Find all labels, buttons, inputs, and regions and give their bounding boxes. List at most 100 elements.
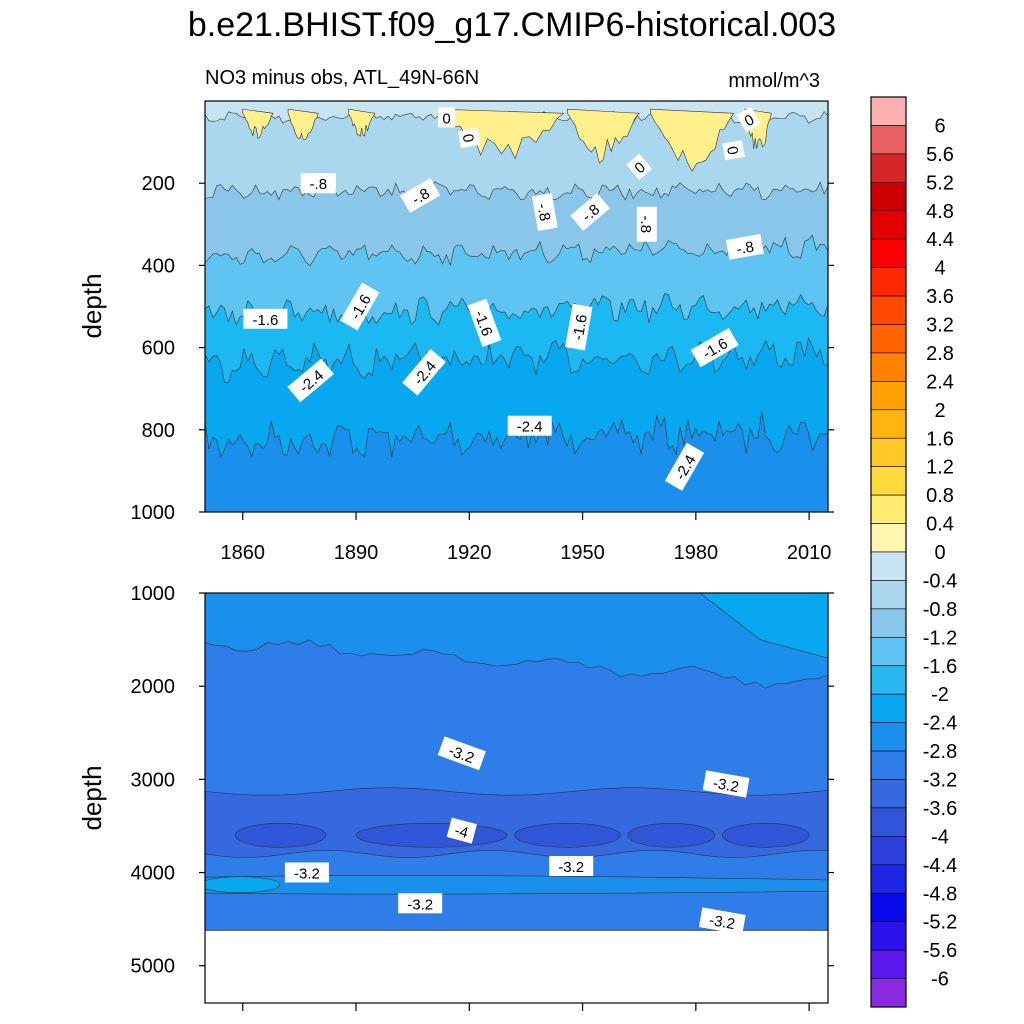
contour-label-box [531, 193, 558, 231]
colorbar-frame [870, 96, 907, 1008]
colorbar-label: 5.2 [926, 172, 954, 194]
bottom-contour-blob [205, 876, 281, 893]
top-x-axis: 1860 1890 1920 1950 1980 2010 [221, 512, 832, 564]
colorbar-label: 3.2 [926, 315, 954, 337]
colorbar-swatch [870, 437, 907, 467]
top-panel-units: mmol/m^3 [728, 70, 820, 92]
colorbar-label: -3.6 [923, 798, 957, 820]
contour-label-box [698, 907, 746, 935]
colorbar-label: -4 [931, 826, 949, 848]
colorbar-swatch [870, 523, 907, 553]
colorbar-label: 5.6 [926, 144, 954, 166]
contour-label: -3.2 [549, 856, 594, 876]
contour-label: -.8 [531, 193, 558, 231]
colorbar-label: -4.8 [923, 883, 957, 905]
colorbar-label: -2 [931, 684, 949, 706]
colorbar-label: 4.4 [926, 229, 954, 251]
contour-label-box [736, 106, 762, 133]
contour-label-text: -4 [453, 822, 470, 842]
colorbar-swatch [870, 978, 907, 1008]
colorbar-swatch [870, 409, 907, 439]
contour-label: 0 [457, 127, 481, 149]
top-contour-field [205, 101, 828, 512]
colorbar-label: -0.4 [923, 570, 957, 592]
top-positive-region [287, 108, 319, 141]
colorbar-label: 0 [934, 542, 945, 564]
contour-label-box [300, 173, 336, 194]
top-y-tick-label: 800 [142, 420, 175, 442]
bottom-y-tick-label: 4000 [131, 863, 176, 885]
colorbar-label: 0.4 [926, 514, 954, 536]
figure-title: b.e21.BHIST.f09_g17.CMIP6-historical.003 [188, 6, 836, 44]
top-x-tick-label: 1950 [560, 542, 605, 564]
contour-label-text: -.8 [409, 185, 433, 208]
contour-label: -.8 [300, 173, 336, 194]
top-x-tick-label: 1890 [334, 542, 379, 564]
colorbar-label: -2.8 [923, 741, 957, 763]
contour-label-box [626, 153, 653, 180]
bottom-missing-region [205, 930, 828, 1003]
colorbar-swatch [870, 949, 907, 979]
bottom-y-tick-label: 3000 [131, 769, 176, 791]
colorbar-label: 6 [934, 115, 945, 137]
contour-label-box [549, 856, 594, 876]
colorbar-swatch [870, 295, 907, 325]
contour-label-text: 0 [723, 145, 741, 156]
top-x-tick-label: 2010 [787, 542, 832, 564]
contour-label-box [457, 127, 481, 149]
contour-label-box [467, 298, 502, 347]
colorbar-swatch [870, 153, 907, 183]
colorbar-swatch [870, 125, 907, 155]
contour-label: -.8 [636, 206, 657, 242]
contour-label-text: -2.4 [517, 419, 543, 436]
colorbar-swatch [870, 580, 907, 610]
colorbar-swatch [870, 637, 907, 667]
bottom-contour-labels: -3.2-3.2-4-3.2 -3.2-3.2-3.2 [284, 736, 750, 935]
contour-label-text: 0 [442, 110, 450, 127]
top-y-tick-label: 200 [142, 173, 175, 195]
colorbar: 6 5.6 5.2 4.8 4.4 4 3.6 3.2 2.8 2.4 2 1.6 1.2 0.8 0.4 0… [870, 96, 957, 1008]
bottom-contour-blob [514, 822, 621, 848]
contour-label: -1.6 [565, 303, 593, 351]
top-y-axis: 200 400 600 800 1000 [131, 173, 834, 524]
colorbar-label: -1.2 [923, 627, 957, 649]
colorbar-swatch [870, 779, 907, 809]
contour-label-text: -.8 [637, 216, 654, 234]
colorbar-label: -0.8 [923, 599, 957, 621]
colorbar-label: -4.4 [923, 855, 957, 877]
contour-label-text: -1.6 [252, 312, 278, 329]
contour-label-box [438, 107, 456, 128]
colorbar-swatch [870, 665, 907, 695]
contour-label-text: -.8 [533, 202, 553, 222]
contour-label: -1.6 [467, 298, 502, 347]
contour-label-box [398, 893, 443, 914]
bottom-y-axis: 1000 2000 3000 4000 5000 [131, 583, 834, 978]
contour-label-text: -.8 [310, 176, 328, 193]
colorbar-swatch [870, 494, 907, 524]
colorbar-label: 1.6 [926, 428, 954, 450]
colorbar-swatch [870, 892, 907, 922]
bottom-x-axis [242, 1003, 810, 1011]
colorbar-label: 3.6 [926, 286, 954, 308]
bottom-contour-blob [721, 822, 810, 848]
contour-label-box [243, 308, 288, 329]
contour-label-text: -3.2 [558, 859, 584, 876]
colorbar-label: 0.8 [926, 485, 954, 507]
bottom-contour-band [205, 787, 828, 858]
top-x-tick-label: 1980 [674, 542, 719, 564]
contour-label: -3.2 [398, 893, 443, 914]
contour-label-box [565, 303, 593, 351]
colorbar-label: -2.4 [923, 713, 957, 735]
contour-label-box [287, 358, 334, 403]
contour-label-text: -.8 [735, 238, 755, 258]
contour-label-box [722, 140, 745, 161]
top-positive-region [650, 108, 735, 172]
top-y-tick-label: 1000 [131, 502, 176, 524]
contour-label-text: -3.2 [712, 775, 740, 796]
contour-label-box [437, 736, 486, 771]
bottom-y-tick-label: 1000 [131, 583, 176, 605]
bottom-contour-blob [627, 822, 716, 848]
colorbar-label: -3.2 [923, 770, 957, 792]
